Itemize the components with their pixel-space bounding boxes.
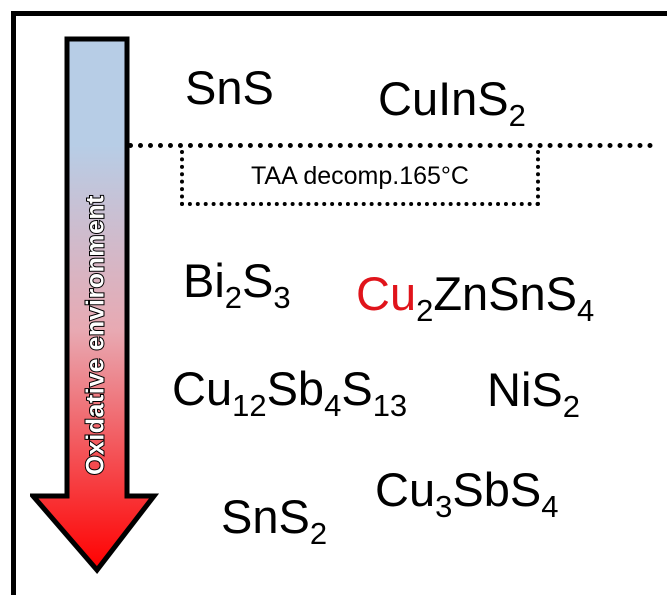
compound-sns: SnS xyxy=(185,61,274,114)
compound-sns2: SnS2 xyxy=(221,490,328,551)
compound-bi2s3: Bi2S3 xyxy=(183,254,291,315)
compound-cuins2: CuInS2 xyxy=(378,72,526,133)
arrow-label: Oxidative environment xyxy=(81,194,111,476)
compound-czts: Cu2ZnSnS4 xyxy=(356,267,595,328)
taa-decomposition-label: TAA decomp.165°C xyxy=(180,150,540,206)
compound-cu3sbs4: Cu3SbS4 xyxy=(375,463,559,524)
highlighted-cu: Cu xyxy=(356,267,417,320)
oxidative-arrow xyxy=(30,36,160,574)
decomposition-threshold-line xyxy=(128,143,653,148)
compound-nis2: NiS2 xyxy=(487,363,580,424)
top-margin xyxy=(0,0,667,11)
compound-cu12sb4s13: Cu12Sb4S13 xyxy=(172,362,408,423)
